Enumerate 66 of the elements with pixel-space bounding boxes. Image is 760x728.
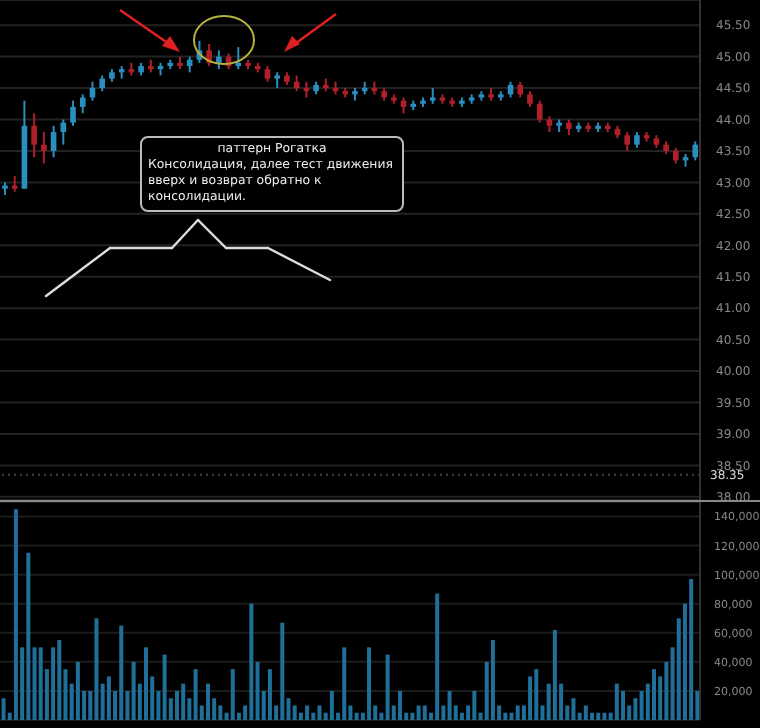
candlestick (50, 124, 57, 159)
bar (590, 712, 595, 720)
candlestick (41, 131, 47, 165)
bar (596, 712, 601, 720)
bar (267, 669, 272, 720)
bar (422, 705, 427, 720)
bar (639, 690, 644, 720)
candlestick (624, 131, 630, 152)
bar (329, 690, 334, 720)
bar (490, 640, 495, 720)
bar (106, 676, 111, 720)
bar (305, 705, 310, 720)
bar (75, 661, 80, 720)
bar (509, 712, 514, 720)
bar (1, 698, 6, 720)
bar (38, 647, 43, 720)
bar (367, 647, 372, 720)
bar (193, 669, 198, 720)
bar (459, 712, 464, 720)
bar (131, 661, 136, 720)
bar (583, 705, 588, 720)
bar (311, 712, 316, 720)
bar (13, 509, 18, 720)
bar (119, 625, 124, 720)
candlestick (216, 49, 222, 71)
bar (534, 669, 539, 720)
bar (416, 705, 421, 720)
bar (342, 647, 347, 720)
bar (94, 618, 99, 720)
bar (298, 712, 303, 720)
candlestick (692, 140, 699, 162)
bar (633, 698, 638, 720)
bar (398, 690, 403, 720)
bar (280, 622, 285, 720)
bar (317, 705, 322, 720)
bar (602, 712, 607, 720)
bar (447, 690, 452, 720)
bar (552, 629, 557, 720)
bar (472, 690, 477, 720)
bar (51, 647, 56, 720)
candlestick (79, 93, 86, 115)
bar (175, 690, 179, 720)
bar (621, 690, 626, 720)
bar (181, 683, 186, 720)
bar (354, 712, 359, 720)
bar (528, 676, 533, 720)
bar (651, 669, 656, 720)
bar (57, 640, 62, 720)
bar (162, 654, 167, 720)
bar (410, 712, 415, 720)
candlestick (70, 99, 76, 127)
bar (503, 712, 508, 720)
bar (218, 705, 223, 720)
bar (385, 654, 390, 720)
bar (435, 593, 440, 720)
bar (26, 552, 31, 720)
bar (144, 647, 149, 720)
candlestick (31, 112, 37, 159)
bar (292, 705, 297, 720)
bar (249, 603, 254, 720)
bar (205, 683, 210, 720)
bar (515, 705, 520, 720)
bar (571, 698, 576, 720)
bar (230, 669, 235, 720)
bar (614, 683, 619, 720)
bar (689, 579, 694, 720)
